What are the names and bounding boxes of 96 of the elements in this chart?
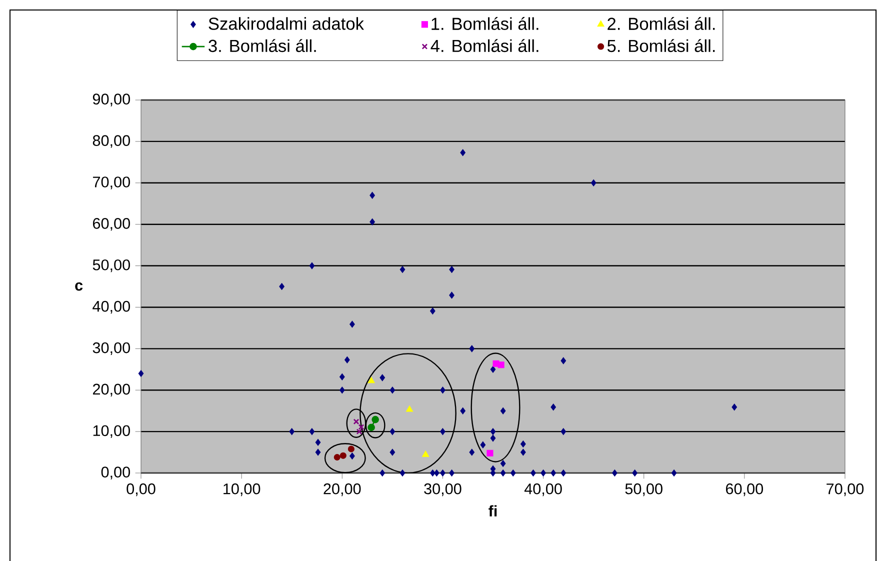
point (400, 470, 406, 476)
point (380, 374, 386, 382)
point (279, 283, 284, 290)
point (344, 356, 350, 364)
point (671, 470, 677, 476)
point (138, 370, 144, 378)
point (353, 418, 360, 425)
x-tick-label: 60,00 (726, 483, 764, 496)
point (339, 386, 345, 394)
point (732, 404, 738, 411)
point (315, 448, 321, 456)
point (550, 404, 556, 411)
point (440, 470, 446, 476)
x-tick-label: 30,00 (424, 483, 462, 496)
point (590, 179, 596, 186)
point (480, 441, 486, 448)
point (469, 345, 475, 352)
point (309, 428, 315, 436)
point (390, 448, 396, 456)
point (430, 307, 436, 314)
y-tick-label: 50,00 (92, 259, 130, 272)
point (490, 366, 496, 373)
point (434, 470, 440, 476)
point (350, 452, 355, 460)
y-tick-label: 10,00 (93, 425, 130, 438)
x-axis-title: fi (488, 505, 497, 516)
point (490, 428, 496, 436)
point (406, 406, 414, 412)
x-tick-label: 50,00 (625, 483, 662, 496)
point (612, 470, 618, 476)
point (370, 192, 375, 199)
point (460, 407, 466, 414)
x-tick-label: 10,00 (224, 483, 260, 496)
point (315, 438, 321, 446)
point (289, 428, 295, 436)
y-tick-label: 30,00 (92, 342, 130, 356)
legend-label: 4. Bomlási áll. (430, 39, 538, 52)
point (334, 454, 340, 461)
point (460, 149, 466, 156)
point (422, 450, 430, 457)
point (520, 448, 526, 456)
point (449, 292, 454, 299)
point (490, 470, 496, 476)
point (498, 362, 504, 368)
y-tick-label: 20,00 (93, 384, 130, 396)
point (340, 452, 346, 459)
point (350, 320, 355, 328)
point (560, 470, 566, 476)
y-axis-title: c (75, 282, 83, 291)
x-tick-label: 40,00 (524, 483, 562, 496)
legend-label: Szakirodalmi adatok (208, 17, 364, 30)
point (370, 218, 375, 226)
point (309, 262, 315, 270)
x-tick-label: 70,00 (826, 483, 864, 496)
point (358, 424, 364, 430)
y-tick-label: 70,00 (93, 176, 130, 190)
point (510, 470, 516, 476)
y-tick-label: 40,00 (92, 300, 130, 314)
point (440, 428, 446, 436)
point (449, 470, 454, 476)
legend-label: 2. Bomlási áll. (608, 17, 715, 30)
point (390, 386, 396, 394)
point (440, 386, 446, 394)
point (356, 428, 362, 434)
legend-label: 3. Bomlási áll. (208, 39, 316, 52)
point (380, 470, 386, 476)
y-tick-label: 60,00 (93, 218, 130, 231)
point (520, 440, 526, 448)
point (400, 266, 406, 273)
point (530, 470, 536, 476)
y-tick-label: 0,00 (101, 466, 130, 480)
point (486, 450, 494, 456)
point (449, 266, 454, 273)
point (339, 373, 345, 380)
point (469, 448, 475, 456)
legend-label: 5. Bomlási áll. (607, 39, 715, 52)
legend-label: 1. Bomlási áll. (432, 17, 538, 30)
point (490, 434, 496, 442)
point (500, 407, 506, 414)
y-tick-label: 80,00 (92, 135, 130, 148)
x-tick-label: 20,00 (324, 483, 361, 496)
point (550, 470, 556, 476)
point (500, 460, 506, 467)
point (348, 446, 354, 452)
y-tick-label: 90,00 (92, 94, 130, 106)
point (430, 470, 436, 476)
point (500, 470, 506, 476)
point (560, 357, 566, 364)
point (390, 428, 396, 436)
point (372, 416, 379, 424)
point (632, 470, 638, 476)
point (540, 470, 546, 476)
x-tick-label: 0,00 (126, 483, 156, 496)
point (560, 428, 566, 436)
point (368, 424, 375, 432)
point (368, 376, 375, 384)
